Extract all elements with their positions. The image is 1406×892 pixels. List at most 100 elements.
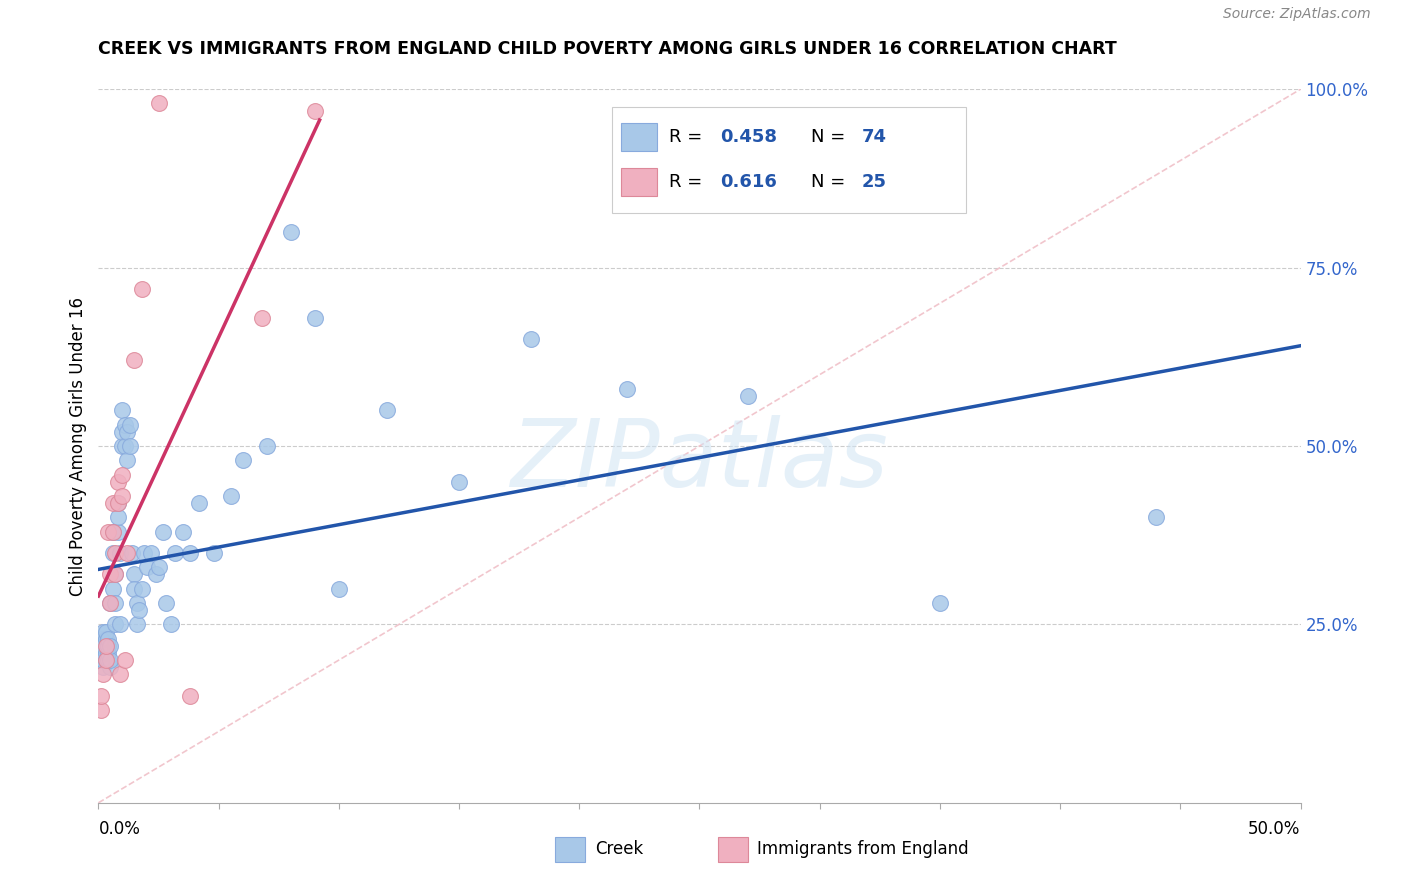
Text: R =: R = bbox=[669, 173, 709, 191]
Point bbox=[131, 582, 153, 596]
Text: 50.0%: 50.0% bbox=[1249, 820, 1301, 838]
Text: 25: 25 bbox=[862, 173, 887, 191]
Point bbox=[108, 667, 131, 681]
Point bbox=[94, 624, 117, 639]
Point bbox=[91, 667, 114, 681]
Point bbox=[97, 524, 120, 539]
Point bbox=[90, 653, 112, 667]
Point bbox=[148, 560, 170, 574]
Point bbox=[125, 596, 148, 610]
Text: Source: ZipAtlas.com: Source: ZipAtlas.com bbox=[1223, 7, 1371, 21]
Point bbox=[94, 646, 117, 660]
Point bbox=[97, 646, 120, 660]
Point bbox=[304, 103, 326, 118]
Point bbox=[111, 403, 134, 417]
Point bbox=[165, 546, 187, 560]
Point bbox=[90, 632, 112, 646]
Point bbox=[101, 496, 124, 510]
Point bbox=[97, 653, 120, 667]
Point bbox=[375, 403, 398, 417]
Point bbox=[328, 582, 350, 596]
Point bbox=[90, 703, 112, 717]
Point bbox=[104, 567, 127, 582]
Bar bbox=[717, 837, 748, 862]
Point bbox=[118, 417, 141, 432]
Point bbox=[91, 660, 114, 674]
Point bbox=[107, 496, 129, 510]
Point bbox=[616, 382, 638, 396]
Point bbox=[280, 225, 302, 239]
Point bbox=[101, 524, 124, 539]
Point bbox=[117, 453, 139, 467]
Text: Immigrants from England: Immigrants from England bbox=[758, 840, 969, 858]
Point bbox=[111, 467, 134, 482]
Point bbox=[100, 596, 122, 610]
Point bbox=[155, 596, 177, 610]
Point bbox=[94, 653, 117, 667]
Point bbox=[737, 389, 759, 403]
Point bbox=[179, 546, 201, 560]
Text: 0.616: 0.616 bbox=[720, 173, 776, 191]
Point bbox=[94, 632, 117, 646]
Point bbox=[121, 546, 143, 560]
Point bbox=[135, 560, 157, 574]
Point bbox=[250, 310, 273, 325]
Point bbox=[111, 439, 134, 453]
Text: Creek: Creek bbox=[595, 840, 643, 858]
Point bbox=[928, 596, 950, 610]
Point bbox=[202, 546, 225, 560]
Point bbox=[520, 332, 543, 346]
Point bbox=[124, 582, 146, 596]
Point bbox=[91, 646, 114, 660]
Point bbox=[124, 353, 146, 368]
Point bbox=[124, 567, 146, 582]
Point bbox=[100, 639, 122, 653]
Point bbox=[132, 546, 155, 560]
Text: 74: 74 bbox=[862, 128, 887, 146]
Text: 0.458: 0.458 bbox=[720, 128, 778, 146]
Text: N =: N = bbox=[811, 128, 851, 146]
FancyBboxPatch shape bbox=[612, 107, 966, 212]
Point bbox=[179, 689, 201, 703]
Point bbox=[219, 489, 242, 503]
Point bbox=[107, 524, 129, 539]
Point bbox=[100, 660, 122, 674]
Point bbox=[256, 439, 278, 453]
Point bbox=[101, 582, 124, 596]
Point bbox=[91, 624, 114, 639]
Point bbox=[91, 653, 114, 667]
Text: 0.0%: 0.0% bbox=[98, 820, 141, 838]
Point bbox=[141, 546, 163, 560]
Point bbox=[159, 617, 181, 632]
Point bbox=[114, 653, 136, 667]
Point bbox=[447, 475, 470, 489]
Point bbox=[114, 417, 136, 432]
Point bbox=[128, 603, 150, 617]
Point bbox=[100, 567, 122, 582]
Point bbox=[148, 96, 170, 111]
Bar bbox=[555, 837, 585, 862]
Point bbox=[101, 546, 124, 560]
Point bbox=[104, 567, 127, 582]
Point bbox=[118, 439, 141, 453]
Point bbox=[125, 617, 148, 632]
Point bbox=[107, 475, 129, 489]
Point bbox=[172, 524, 194, 539]
Point bbox=[1144, 510, 1167, 524]
Y-axis label: Child Poverty Among Girls Under 16: Child Poverty Among Girls Under 16 bbox=[69, 296, 87, 596]
Point bbox=[188, 496, 211, 510]
Point bbox=[104, 546, 127, 560]
Point bbox=[90, 689, 112, 703]
Point bbox=[131, 282, 153, 296]
Point bbox=[111, 489, 134, 503]
Point bbox=[145, 567, 167, 582]
Text: N =: N = bbox=[811, 173, 851, 191]
Point bbox=[100, 653, 122, 667]
Point bbox=[304, 310, 326, 325]
Text: CREEK VS IMMIGRANTS FROM ENGLAND CHILD POVERTY AMONG GIRLS UNDER 16 CORRELATION : CREEK VS IMMIGRANTS FROM ENGLAND CHILD P… bbox=[98, 40, 1118, 58]
Text: ZIPatlas: ZIPatlas bbox=[510, 415, 889, 506]
Point bbox=[108, 617, 131, 632]
Point bbox=[117, 425, 139, 439]
Point bbox=[90, 646, 112, 660]
Point bbox=[94, 639, 117, 653]
